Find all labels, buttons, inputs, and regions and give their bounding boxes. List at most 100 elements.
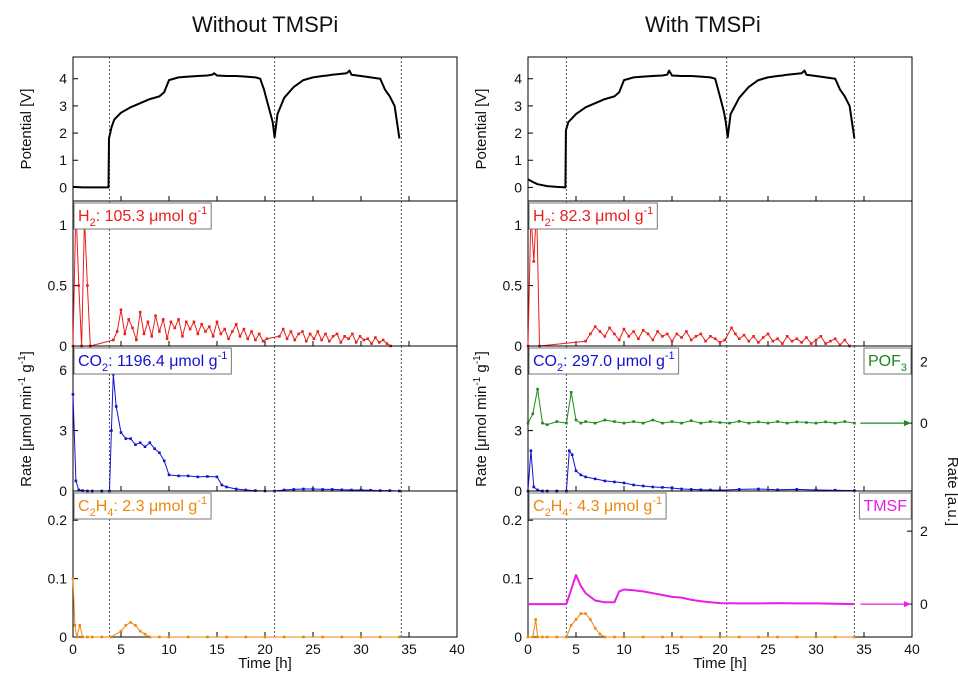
data-point-H2	[304, 339, 308, 343]
data-point-H2	[135, 338, 138, 342]
y-tick-label: 0.1	[503, 571, 523, 587]
y-tick-label: 3	[514, 98, 522, 114]
data-point-H2	[297, 332, 300, 336]
data-point-C2H4	[534, 618, 537, 621]
data-point-POF3	[766, 421, 770, 425]
data-point-H2	[651, 338, 655, 342]
data-point-H2	[246, 337, 250, 341]
data-point-H2	[158, 330, 161, 333]
data-point-CO2	[244, 488, 248, 492]
data-point-H2	[335, 332, 339, 336]
data-point-H2	[142, 332, 146, 336]
data-point-C2H4	[776, 635, 779, 639]
data-point-POF3	[757, 420, 760, 424]
data-point-CO2	[143, 445, 147, 448]
data-point-CO2	[622, 481, 626, 485]
data-point-H2	[637, 337, 640, 341]
x-tick-label: 30	[808, 641, 824, 657]
data-point-C2H4	[598, 632, 602, 636]
y-tick-label: 0	[59, 483, 67, 499]
data-point-H2	[680, 336, 683, 339]
data-point-H2	[598, 330, 602, 333]
data-point-H2	[675, 332, 679, 336]
data-point-CO2	[661, 486, 664, 489]
y-tick-label: 0.5	[503, 278, 523, 294]
data-point-C2H4	[90, 635, 94, 639]
data-point-C2H4	[167, 635, 171, 639]
data-point-C2H4	[555, 635, 559, 639]
data-point-H2	[154, 314, 157, 318]
data-point-C2H4	[718, 635, 722, 639]
data-point-H2	[196, 332, 200, 336]
data-point-H2	[814, 338, 818, 342]
data-point-H2	[646, 332, 650, 336]
data-point-H2	[211, 335, 215, 338]
data-point-H2	[718, 341, 722, 344]
legend-box-TMSF	[858, 492, 912, 520]
data-point-H2	[254, 338, 257, 342]
data-point-C2H4	[541, 635, 544, 639]
data-point-H2	[785, 335, 789, 338]
data-point-H2	[362, 338, 366, 342]
data-point-C2H4	[589, 618, 592, 621]
data-point-POF3	[555, 420, 559, 423]
data-point-H2	[704, 339, 707, 343]
y-tick-label: 4	[514, 71, 522, 87]
ylabel-rate: Rate [μmol min-1 g-1]	[472, 351, 490, 487]
data-point-POF3	[545, 423, 549, 426]
data-point-H2	[632, 330, 635, 333]
data-point-CO2	[225, 485, 228, 489]
y-tick-label: 1	[59, 152, 67, 168]
data-point-H2	[737, 337, 741, 341]
y2-tick-label: 0	[920, 415, 928, 431]
data-point-H2	[308, 332, 312, 336]
data-point-H2	[320, 338, 323, 342]
data-point-H2	[742, 333, 746, 337]
xlabel-time: Time [h]	[693, 655, 747, 672]
data-point-CO2	[532, 485, 536, 489]
data-point-C2H4	[661, 635, 664, 639]
data-point-H2	[694, 335, 698, 338]
y-tick-label: 3	[59, 98, 67, 114]
x-tick-label: 10	[616, 641, 632, 657]
data-point-CO2	[776, 488, 779, 492]
data-point-POF3	[603, 418, 607, 422]
x-tick-label: 20	[257, 641, 273, 657]
data-point-H2	[223, 327, 226, 331]
data-point-POF3	[785, 421, 789, 425]
data-point-H2	[181, 335, 184, 338]
data-point-H2	[119, 308, 123, 312]
data-point-C2H4	[78, 624, 82, 627]
y-tick-label: 3	[59, 423, 67, 439]
data-point-C2H4	[138, 629, 142, 633]
legend-text-H2: H2: 82.3 μmol g-1	[533, 205, 653, 229]
x-tick-label: 0	[524, 641, 532, 657]
series-line-potential	[72, 69, 401, 189]
data-point-C2H4	[110, 635, 113, 639]
xlabel-time: Time [h]	[238, 655, 292, 672]
data-point-H2	[613, 332, 616, 336]
y-tick-label: 0	[514, 629, 522, 645]
data-point-CO2	[321, 488, 324, 491]
data-point-CO2	[148, 441, 152, 444]
data-point-H2	[805, 336, 808, 339]
data-point-C2H4	[129, 621, 132, 624]
data-point-H2	[146, 320, 150, 324]
x-tick-label: 5	[117, 641, 125, 657]
data-point-H2	[366, 337, 370, 341]
data-point-H2	[656, 330, 659, 333]
data-point-H2	[622, 327, 626, 331]
data-point-H2	[661, 335, 664, 338]
data-point-POF3	[661, 421, 664, 425]
data-point-POF3	[728, 421, 731, 425]
data-point-CO2	[574, 469, 578, 473]
series-line-potential	[527, 69, 856, 189]
data-point-H2	[293, 338, 297, 342]
legend-box-H2	[73, 202, 212, 230]
data-point-POF3	[680, 421, 683, 425]
x-tick-label: 40	[904, 641, 920, 657]
data-point-H2	[584, 339, 587, 343]
data-point-H2	[752, 335, 755, 338]
data-point-H2	[312, 337, 316, 341]
